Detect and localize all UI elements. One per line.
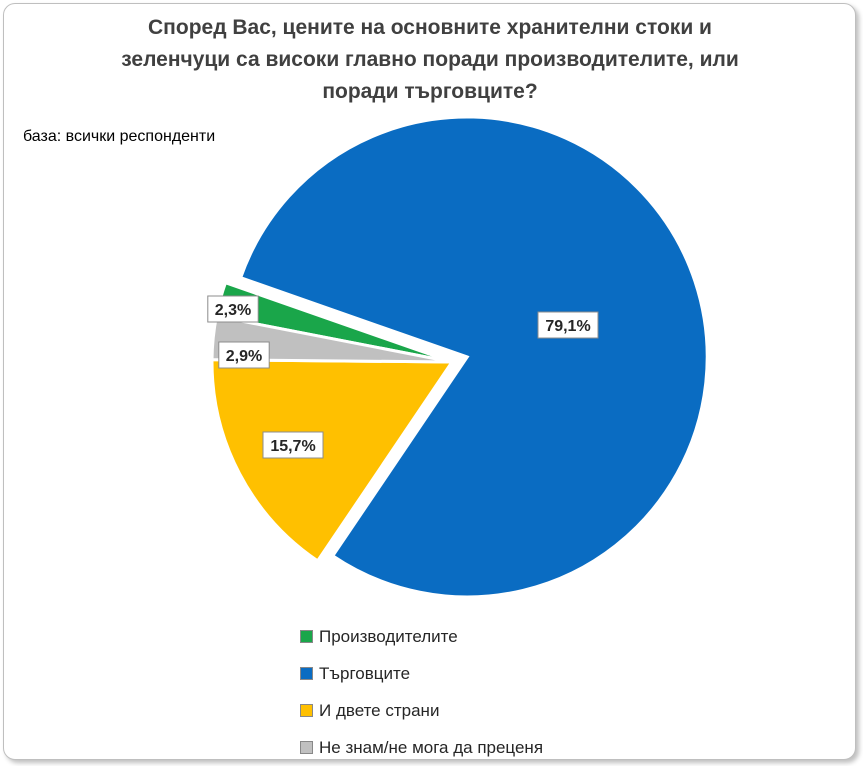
legend-item-2: Търговците: [300, 655, 543, 692]
data-label-4: 2,9%: [218, 341, 270, 369]
data-label-text: 15,7%: [270, 438, 315, 455]
legend-label: Не знам/не мога да преценя: [319, 737, 544, 757]
data-label-1: 2,3%: [207, 295, 259, 323]
pie-slice-3: [210, 358, 455, 563]
legend-swatch: [300, 630, 313, 643]
data-label-text: 2,9%: [226, 348, 262, 365]
data-label-box: [537, 311, 599, 339]
legend-item-4: Не знам/не мога да преценя: [300, 729, 543, 766]
data-label-2: 79,1%: [537, 311, 599, 339]
legend-label: Търговците: [319, 663, 411, 683]
legend-item-3: И двете страни: [300, 692, 543, 729]
legend-swatch: [300, 667, 313, 680]
legend-label: Производителите: [319, 626, 458, 646]
pie-slice-2: [238, 115, 709, 599]
chart-title: Според Вас, цените на основните хранител…: [121, 16, 739, 103]
legend: Производителите Търговците И двете страни Н…: [300, 618, 543, 766]
data-label-box: [218, 341, 270, 369]
legend-swatch: [300, 741, 313, 754]
data-label-text: 79,1%: [545, 318, 590, 335]
data-label-3: 15,7%: [262, 431, 324, 459]
data-label-box: [207, 295, 259, 323]
legend-swatch: [300, 704, 313, 717]
legend-label: И двете страни: [319, 700, 440, 720]
data-label-box: [262, 431, 324, 459]
legend-item-1: Производителите: [300, 618, 543, 655]
data-label-text: 2,3%: [215, 302, 251, 319]
chart-subtitle: база: всички респонденти: [23, 128, 216, 145]
